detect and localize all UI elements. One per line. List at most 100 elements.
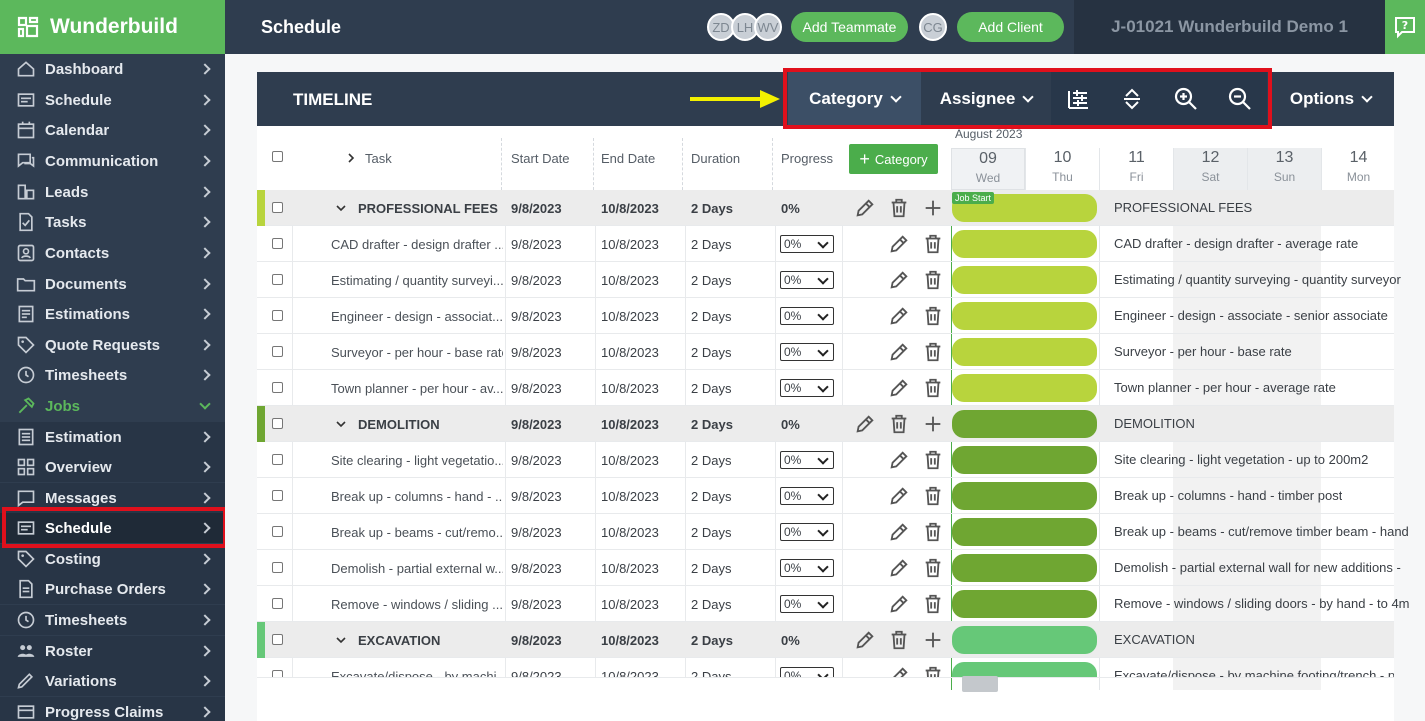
gantt-bar[interactable]	[952, 410, 1097, 438]
progress-select[interactable]: 0%	[780, 523, 834, 541]
delete-icon[interactable]	[922, 521, 944, 546]
delete-icon[interactable]	[888, 629, 910, 654]
row-checkbox[interactable]	[272, 526, 283, 537]
task-row[interactable]: Break up - beams - cut/remo... 9/8/2023 10…	[257, 514, 1409, 550]
sidebar-item-roster[interactable]: Roster	[0, 636, 225, 666]
filter-settings-button[interactable]	[1051, 72, 1105, 126]
collapse-chevron-icon[interactable]	[336, 203, 346, 213]
edit-icon[interactable]	[888, 593, 910, 618]
category-row[interactable]: PROFESSIONAL FEES 9/8/2023 10/8/2023 2 Days…	[257, 190, 1394, 226]
delete-icon[interactable]	[922, 557, 944, 582]
column-header-progress[interactable]: Progress	[781, 151, 834, 166]
category-dropdown[interactable]: Category	[788, 72, 921, 126]
gantt-bar[interactable]	[952, 662, 1097, 677]
row-checkbox[interactable]	[272, 310, 283, 321]
edit-icon[interactable]	[888, 233, 910, 258]
sidebar-item-schedule[interactable]: Schedule	[0, 513, 225, 543]
task-row[interactable]: Break up - columns - hand - ... 9/8/2023 1…	[257, 478, 1394, 514]
collapse-chevron-icon[interactable]	[336, 419, 346, 429]
progress-select[interactable]: 0%	[780, 271, 834, 289]
sidebar-item-estimation[interactable]: Estimation	[0, 422, 225, 452]
delete-icon[interactable]	[922, 593, 944, 618]
sidebar-item-progress-claims[interactable]: Progress Claims	[0, 697, 225, 721]
progress-select[interactable]: 0%	[780, 379, 834, 397]
column-header-task[interactable]: Task	[365, 151, 392, 166]
edit-icon[interactable]	[854, 413, 876, 438]
task-name[interactable]: Town planner - per hour - av...	[331, 381, 503, 396]
delete-icon[interactable]	[922, 485, 944, 510]
sidebar-item-dashboard[interactable]: Dashboard	[0, 54, 225, 84]
delete-icon[interactable]	[888, 413, 910, 438]
edit-icon[interactable]	[888, 665, 910, 677]
sidebar-item-leads[interactable]: Leads	[0, 177, 225, 207]
task-name[interactable]: Break up - columns - hand - ...	[331, 489, 503, 504]
gantt-bar[interactable]	[952, 590, 1097, 618]
row-checkbox[interactable]	[272, 382, 283, 393]
avatar[interactable]: ZD	[707, 13, 735, 41]
progress-select[interactable]: 0%	[780, 451, 834, 469]
sidebar-item-overview[interactable]: Overview	[0, 452, 225, 482]
task-row[interactable]: CAD drafter - design drafter ... 9/8/2023…	[257, 226, 1394, 262]
delete-icon[interactable]	[922, 233, 944, 258]
edit-icon[interactable]	[888, 557, 910, 582]
sidebar-item-variations[interactable]: Variations	[0, 666, 225, 696]
row-checkbox[interactable]	[272, 562, 283, 573]
task-name[interactable]: Surveyor - per hour - base rate	[331, 345, 503, 360]
task-name[interactable]: Site clearing - light vegetatio...	[331, 453, 503, 468]
task-name[interactable]: Remove - windows / sliding ...	[331, 597, 503, 612]
options-dropdown[interactable]: Options	[1267, 72, 1394, 126]
gantt-bar[interactable]	[952, 266, 1097, 294]
row-checkbox[interactable]	[272, 598, 283, 609]
category-name[interactable]: EXCAVATION	[358, 633, 441, 648]
edit-icon[interactable]	[888, 269, 910, 294]
sidebar-item-tasks[interactable]: Tasks	[0, 207, 225, 237]
progress-select[interactable]: 0%	[780, 343, 834, 361]
delete-icon[interactable]	[922, 665, 944, 677]
delete-icon[interactable]	[888, 197, 910, 222]
task-name[interactable]: Break up - beams - cut/remo...	[331, 525, 503, 540]
edit-icon[interactable]	[854, 197, 876, 222]
brand[interactable]: Wunderbuild	[0, 0, 225, 54]
delete-icon[interactable]	[922, 305, 944, 330]
gantt-bar[interactable]	[952, 338, 1097, 366]
progress-select[interactable]: 0%	[780, 307, 834, 325]
task-name[interactable]: Demolish - partial external w...	[331, 561, 503, 576]
progress-select[interactable]: 0%	[780, 667, 834, 677]
assignee-dropdown[interactable]: Assignee	[921, 72, 1051, 126]
row-checkbox[interactable]	[272, 274, 283, 285]
gantt-bar[interactable]	[952, 482, 1097, 510]
row-checkbox[interactable]	[272, 238, 283, 249]
edit-icon[interactable]	[888, 377, 910, 402]
sidebar-item-messages[interactable]: Messages	[0, 483, 225, 513]
task-row[interactable]: Remove - windows / sliding ... 9/8/2023 10…	[257, 586, 1410, 622]
sidebar-item-costing[interactable]: Costing	[0, 544, 225, 574]
gantt-bar[interactable]	[952, 302, 1097, 330]
sidebar-item-quote-requests[interactable]: Quote Requests	[0, 330, 225, 360]
row-checkbox[interactable]	[272, 418, 283, 429]
column-header-end-date[interactable]: End Date	[601, 151, 656, 166]
gantt-bar[interactable]	[952, 374, 1097, 402]
task-row[interactable]: Engineer - design - associat... 9/8/2023 1…	[257, 298, 1394, 334]
gantt-bar[interactable]	[952, 230, 1097, 258]
sidebar-item-timesheets[interactable]: Timesheets	[0, 360, 225, 390]
delete-icon[interactable]	[922, 377, 944, 402]
sidebar-item-timesheets[interactable]: Timesheets	[0, 605, 225, 635]
task-row[interactable]: Demolish - partial external w... 9/8/2023…	[257, 550, 1401, 586]
expand-all-chevron-icon[interactable]	[346, 153, 356, 163]
expand-rows-button[interactable]	[1105, 72, 1159, 126]
sidebar-item-schedule[interactable]: Schedule	[0, 85, 225, 115]
task-name[interactable]: Engineer - design - associat...	[331, 309, 503, 324]
category-row[interactable]: DEMOLITION 9/8/2023 10/8/2023 2 Days 0% DEMOL…	[257, 406, 1394, 442]
progress-select[interactable]: 0%	[780, 595, 834, 613]
sidebar-item-contacts[interactable]: Contacts	[0, 238, 225, 268]
category-name[interactable]: PROFESSIONAL FEES	[358, 201, 498, 216]
add-category-button[interactable]: + Category	[849, 144, 938, 174]
sidebar-item-calendar[interactable]: Calendar	[0, 115, 225, 145]
gantt-bar[interactable]	[952, 518, 1097, 546]
row-checkbox[interactable]	[272, 454, 283, 465]
row-checkbox[interactable]	[272, 670, 283, 677]
delete-icon[interactable]	[922, 341, 944, 366]
task-row[interactable]: Estimating / quantity surveyi... 9/8/2023…	[257, 262, 1401, 298]
add-task-icon[interactable]	[922, 197, 944, 222]
task-name[interactable]: Excavate/dispose - by machi...	[331, 669, 503, 678]
